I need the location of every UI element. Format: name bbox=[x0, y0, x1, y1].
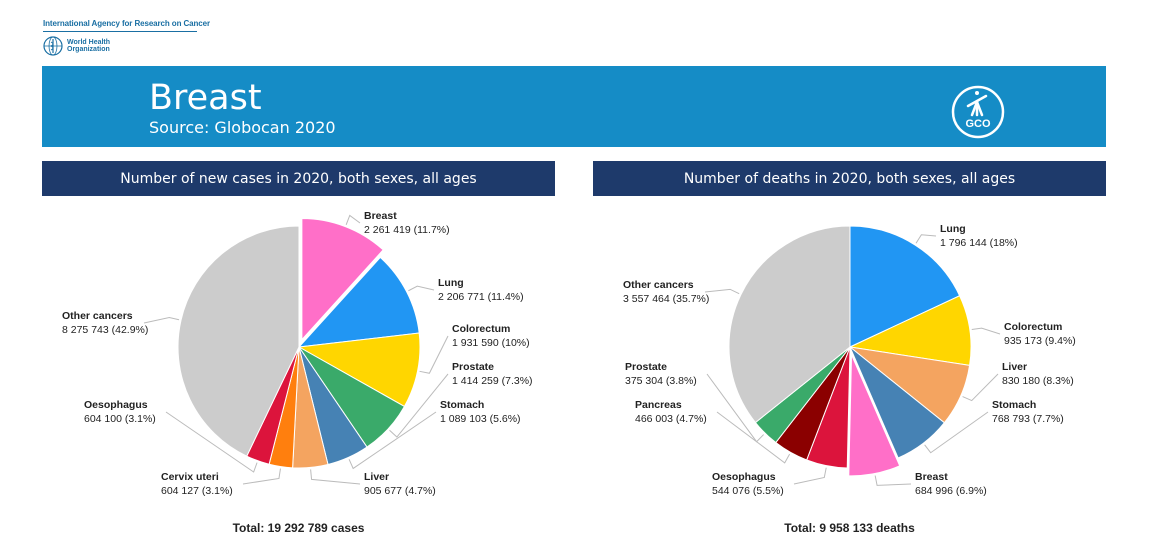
pie-slice-other-cancers bbox=[177, 225, 300, 457]
slice-label-other-cancers: Other cancers bbox=[62, 310, 133, 322]
slice-value-breast: 684 996 (6.9%) bbox=[915, 485, 987, 497]
slice-value-cervix-uteri: 604 127 (3.1%) bbox=[161, 485, 233, 497]
leader-line-stomach bbox=[348, 411, 437, 470]
leader-line-liver bbox=[962, 373, 999, 402]
leader-line-breast bbox=[345, 214, 361, 225]
pie-slice-stomach bbox=[849, 346, 946, 459]
slice-value-lung: 2 206 771 (11.4%) bbox=[438, 291, 524, 303]
slice-value-other-cancers: 8 275 743 (42.9%) bbox=[62, 324, 148, 336]
leader-line-prostate bbox=[706, 373, 764, 443]
leader-line-oesophagus bbox=[793, 467, 827, 485]
leader-line-lung bbox=[915, 234, 937, 244]
pie-slice-breast bbox=[301, 218, 384, 341]
new-cases-panel-title: Number of new cases in 2020, both sexes,… bbox=[42, 161, 555, 196]
page-subtitle: Source: Globocan 2020 bbox=[149, 118, 336, 137]
title-banner: Breast Source: Globocan 2020 GCO bbox=[42, 66, 1106, 147]
slice-label-other-cancers: Other cancers bbox=[623, 279, 694, 291]
slice-label-breast: Breast bbox=[364, 210, 397, 222]
slice-label-oesophagus: Oesophagus bbox=[712, 471, 776, 483]
slice-value-stomach: 768 793 (7.7%) bbox=[992, 413, 1064, 425]
leader-line-other-cancers bbox=[704, 288, 740, 295]
gco-logo-text: GCO bbox=[965, 118, 991, 130]
who-logo: World Health Organization bbox=[43, 36, 110, 56]
who-line2: Organization bbox=[67, 46, 110, 53]
slice-value-prostate: 1 414 259 (7.3%) bbox=[452, 375, 533, 387]
leader-line-cervix-uteri bbox=[242, 468, 281, 485]
slice-label-cervix-uteri: Cervix uteri bbox=[161, 471, 219, 483]
who-text: World Health Organization bbox=[67, 39, 110, 53]
slice-label-stomach: Stomach bbox=[440, 399, 484, 411]
deaths-panel-title: Number of deaths in 2020, both sexes, al… bbox=[593, 161, 1106, 196]
slice-value-colorectum: 935 173 (9.4%) bbox=[1004, 335, 1076, 347]
slice-label-liver: Liver bbox=[364, 471, 389, 483]
slice-value-breast: 2 261 419 (11.7%) bbox=[364, 224, 450, 236]
new-cases-total: Total: 19 292 789 cases bbox=[232, 521, 365, 535]
leader-line-breast bbox=[874, 475, 912, 486]
slice-label-lung: Lung bbox=[940, 223, 966, 235]
iarc-name: International Agency for Research on Can… bbox=[43, 19, 211, 28]
leader-line-stomach bbox=[924, 411, 989, 454]
leader-line-liver bbox=[310, 469, 361, 485]
leader-line-prostate bbox=[389, 373, 449, 438]
slice-value-prostate: 375 304 (3.8%) bbox=[625, 375, 697, 387]
iarc-divider bbox=[43, 31, 197, 32]
slice-label-prostate: Prostate bbox=[452, 361, 494, 373]
slice-value-colorectum: 1 931 590 (10%) bbox=[452, 337, 530, 349]
slice-label-oesophagus: Oesophagus bbox=[84, 399, 148, 411]
slice-label-colorectum: Colorectum bbox=[1004, 321, 1062, 333]
pie-slice-lung bbox=[297, 256, 420, 348]
leader-line-oesophagus bbox=[165, 411, 258, 473]
pie-slice-colorectum bbox=[297, 332, 421, 408]
who-line1: World Health bbox=[67, 39, 111, 46]
slice-value-oesophagus: 604 100 (3.1%) bbox=[84, 413, 156, 425]
slice-label-stomach: Stomach bbox=[992, 399, 1036, 411]
deaths-pie-chart: Lung 1 796 144 (18%) Colorectum 935 173 (9.… bbox=[623, 223, 1076, 497]
slice-label-pancreas: Pancreas bbox=[635, 399, 682, 411]
leader-line-colorectum bbox=[971, 327, 1001, 335]
slice-value-other-cancers: 3 557 464 (35.7%) bbox=[623, 293, 709, 305]
slice-value-stomach: 1 089 103 (5.6%) bbox=[440, 413, 521, 425]
who-emblem-icon bbox=[43, 36, 63, 56]
slice-label-colorectum: Colorectum bbox=[452, 323, 510, 335]
slice-value-pancreas: 466 003 (4.7%) bbox=[635, 413, 707, 425]
slice-label-breast: Breast bbox=[915, 471, 948, 483]
leader-line-lung bbox=[408, 285, 435, 292]
slice-value-oesophagus: 544 076 (5.5%) bbox=[712, 485, 784, 497]
new-cases-pie-chart: Breast 2 261 419 (11.7%) Lung 2 206 771 (11… bbox=[62, 210, 533, 497]
pie-slice-lung bbox=[849, 225, 961, 348]
pie-slice-breast bbox=[848, 354, 901, 477]
gco-logo-icon: GCO bbox=[951, 85, 1005, 139]
slice-value-liver: 905 677 (4.7%) bbox=[364, 485, 436, 497]
slice-label-prostate: Prostate bbox=[625, 361, 667, 373]
slice-value-lung: 1 796 144 (18%) bbox=[940, 237, 1018, 249]
slice-label-lung: Lung bbox=[438, 277, 464, 289]
leader-line-colorectum bbox=[419, 335, 449, 374]
page-title: Breast bbox=[149, 78, 262, 118]
leader-line-other-cancers bbox=[143, 317, 180, 324]
deaths-total: Total: 9 958 133 deaths bbox=[784, 521, 915, 535]
leader-line-pancreas bbox=[716, 411, 791, 464]
slice-label-liver: Liver bbox=[1002, 361, 1027, 373]
slice-value-liver: 830 180 (8.3%) bbox=[1002, 375, 1074, 387]
pie-slice-other-cancers bbox=[728, 225, 851, 424]
